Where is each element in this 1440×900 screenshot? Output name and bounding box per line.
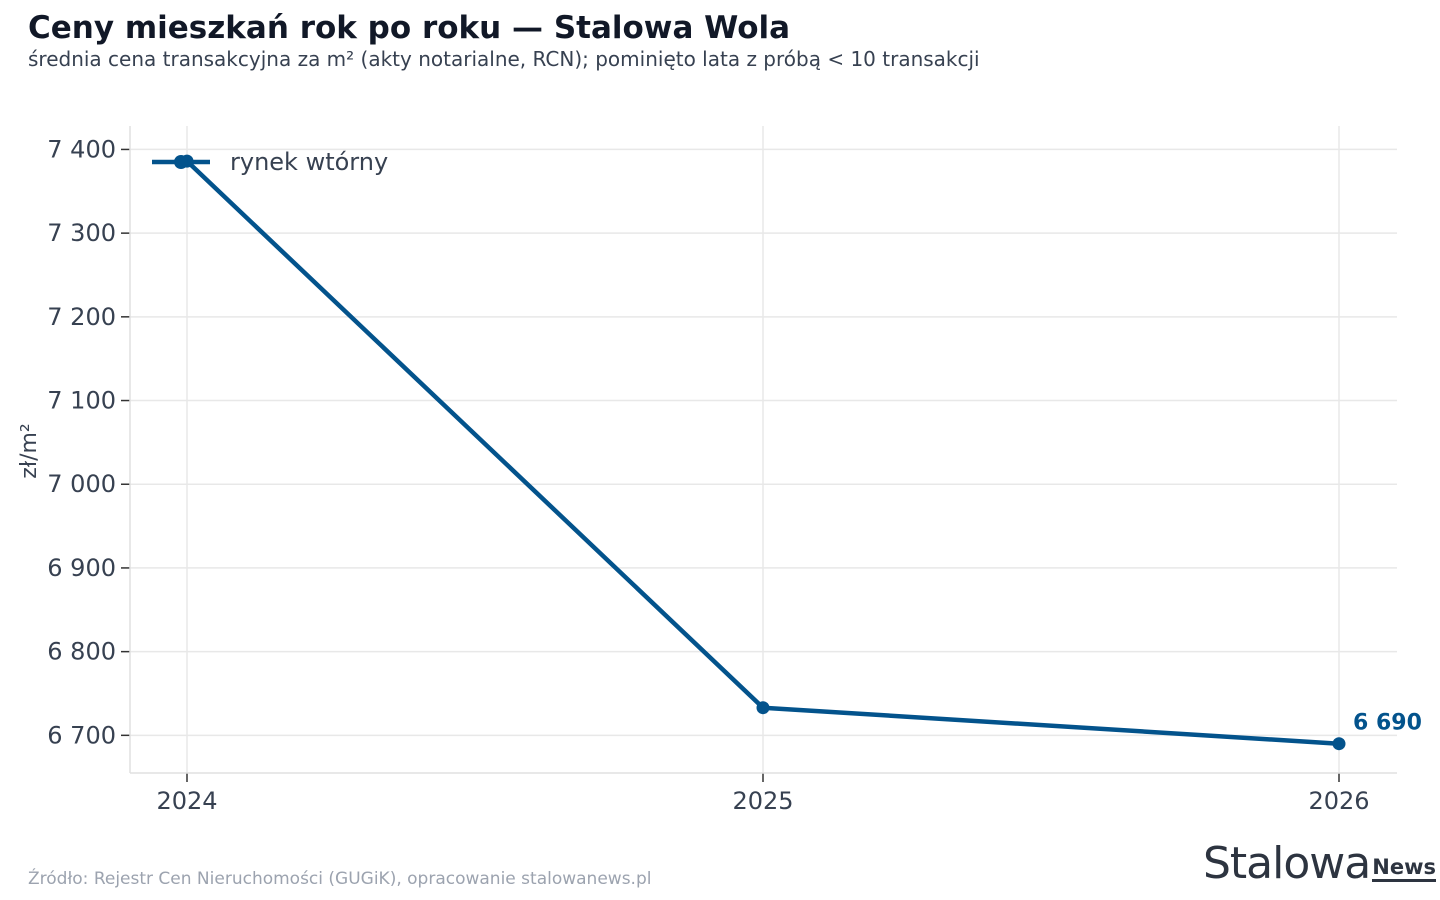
x-tick-label: 2026 [1308,787,1369,815]
y-tick-label: 6 800 [47,638,116,666]
y-tick-label: 6 900 [47,554,116,582]
data-point [1332,737,1346,751]
y-tick-label: 7 300 [47,219,116,247]
y-axis-label: zł/m² [17,423,42,478]
chart-subtitle: średnia cena transakcyjna za m² (akty no… [28,47,980,71]
last-value-label: 6 690 [1353,711,1422,736]
logo-main-text: Stalowa [1203,838,1371,889]
legend-label: rynek wtórny [230,148,388,176]
data-point [756,701,770,715]
legend-marker [174,155,188,169]
chart-title: Ceny mieszkań rok po roku — Stalowa Wola [28,10,791,46]
y-tick-label: 7 000 [47,470,116,498]
y-tick-label: 7 200 [47,303,116,331]
x-tick-label: 2025 [732,787,793,815]
source-note: Źródło: Rejestr Cen Nieruchomości (GUGiK… [28,869,652,889]
x-tick-label: 2024 [156,787,217,815]
y-tick-label: 7 400 [47,135,116,163]
y-tick-label: 6 700 [47,721,116,749]
logo-sub-text: News [1372,855,1436,882]
y-tick-label: 7 100 [47,387,116,415]
brand-logo: StalowaNews [1203,842,1436,886]
